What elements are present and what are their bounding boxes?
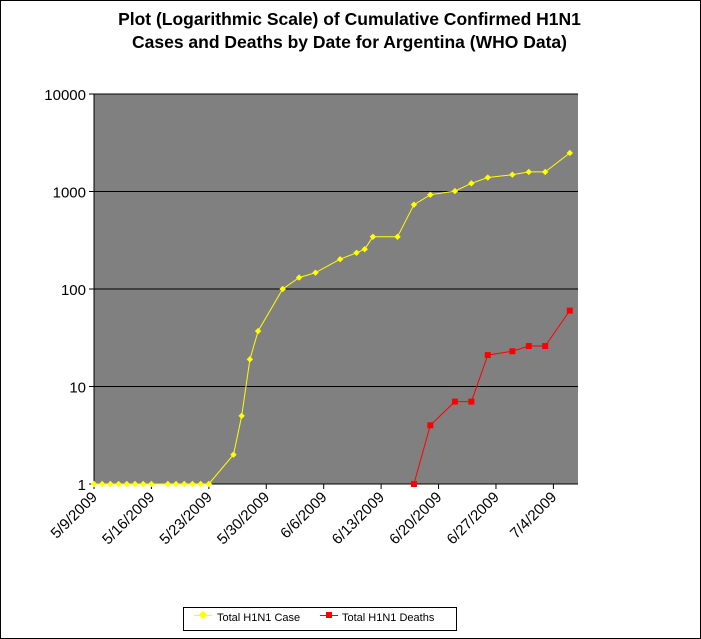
data-point-diamond	[361, 245, 368, 253]
chart-title: Plot (Logarithmic Scale) of Cumulative C…	[0, 8, 699, 54]
y-tick-label: 10	[69, 380, 86, 397]
data-point-diamond	[525, 168, 532, 176]
data-point-square	[410, 481, 417, 487]
data-point-diamond	[123, 480, 131, 488]
chart-title-line-2: Cases and Deaths by Date for Argentina (…	[132, 32, 567, 52]
data-point-square	[509, 348, 516, 355]
data-point-diamond	[451, 187, 459, 195]
legend-label-cases: Total H1N1 Case	[217, 612, 301, 624]
data-point-diamond	[566, 149, 573, 157]
data-point-diamond	[427, 191, 434, 199]
data-point-diamond	[90, 480, 98, 488]
legend-marker-cases	[198, 610, 208, 620]
y-tick-label: 1	[78, 477, 86, 494]
data-point-diamond	[230, 451, 237, 458]
data-point-diamond	[484, 174, 491, 181]
legend: Total H1N1 Case Total H1N1 Deaths	[183, 607, 457, 631]
data-point-square	[468, 398, 475, 405]
data-point-diamond	[336, 256, 344, 263]
x-tick-label: 5/9/2009	[48, 489, 101, 542]
data-point-diamond	[246, 356, 254, 363]
data-point-diamond	[394, 233, 401, 241]
data-point-diamond	[295, 274, 303, 281]
data-point-diamond	[369, 233, 377, 241]
data-point-square	[566, 307, 573, 314]
data-point-diamond	[181, 480, 188, 488]
y-tick-label: 10000	[44, 87, 86, 104]
data-point-square	[484, 352, 491, 359]
data-point-diamond	[312, 269, 319, 276]
x-tick-label: 7/4/2009	[507, 489, 560, 542]
data-point-diamond	[189, 480, 196, 488]
x-tick-label: 6/6/2009	[277, 489, 330, 542]
data-point-diamond	[509, 171, 516, 178]
y-tick-label: 100	[61, 282, 86, 299]
data-point-square	[542, 343, 549, 350]
data-point-square	[451, 398, 458, 405]
data-point-diamond	[197, 480, 204, 488]
data-point-diamond	[205, 480, 213, 488]
data-point-diamond	[164, 480, 172, 488]
data-point-diamond	[148, 480, 155, 488]
data-point-diamond	[410, 201, 418, 208]
y-tick-label: 1000	[53, 185, 86, 202]
data-point-square	[427, 422, 434, 429]
x-tick-label: 5/23/2009	[156, 489, 215, 548]
data-point-diamond	[279, 285, 286, 293]
data-point-diamond	[172, 480, 180, 488]
data-point-diamond	[541, 168, 549, 176]
x-tick-label: 5/16/2009	[99, 489, 158, 548]
data-point-square	[525, 343, 532, 350]
legend-label-deaths: Total H1N1 Deaths	[342, 612, 435, 624]
data-point-diamond	[99, 480, 106, 488]
data-point-diamond	[468, 180, 475, 187]
legend-marker-deaths	[326, 612, 332, 618]
chart-title-line-1: Plot (Logarithmic Scale) of Cumulative C…	[118, 9, 581, 29]
data-point-diamond	[107, 480, 114, 488]
x-tick-label: 6/27/2009	[444, 489, 503, 548]
data-point-diamond	[115, 480, 122, 488]
data-point-diamond	[238, 412, 245, 420]
x-tick-label: 5/30/2009	[214, 489, 273, 548]
data-point-diamond	[254, 327, 262, 335]
data-point-diamond	[140, 480, 147, 488]
data-point-diamond	[353, 249, 360, 257]
x-tick-label: 6/13/2009	[329, 489, 388, 548]
data-point-diamond	[131, 480, 139, 488]
x-tick-label: 6/20/2009	[386, 489, 445, 548]
